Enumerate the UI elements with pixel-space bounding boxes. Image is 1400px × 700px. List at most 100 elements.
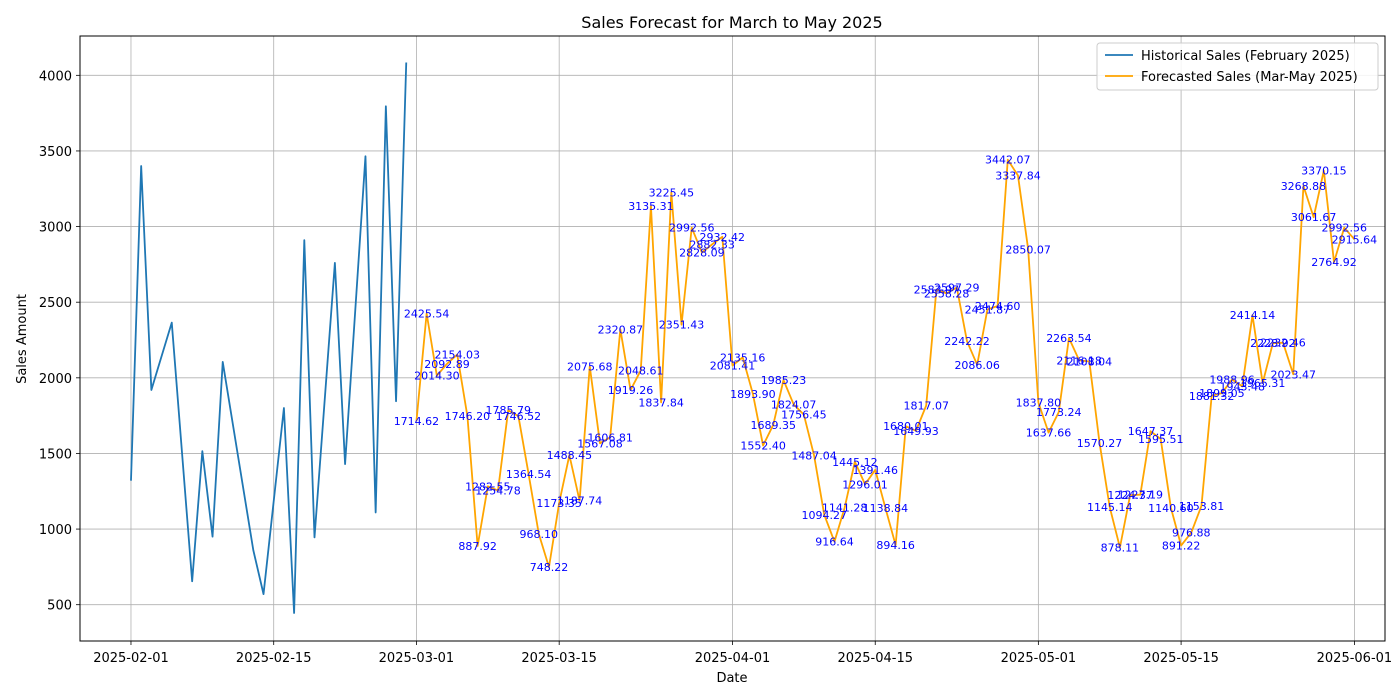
data-label: 1224.37 — [1107, 489, 1153, 502]
data-label: 1488.45 — [547, 449, 593, 462]
grid-lines — [80, 36, 1385, 641]
x-axis-label: Date — [716, 671, 747, 686]
data-point — [190, 579, 195, 584]
data-label: 2414.14 — [1230, 309, 1276, 322]
data-label: 1140.60 — [1148, 502, 1194, 515]
data-label: 3442.07 — [985, 154, 1031, 167]
data-label: 1637.66 — [1026, 427, 1072, 440]
data-label: 2263.54 — [1046, 332, 1092, 345]
series-lines — [128, 60, 1356, 616]
x-tick-label: 2025-04-01 — [695, 651, 771, 666]
data-label: 3370.15 — [1301, 165, 1347, 178]
data-label: 1881.32 — [1189, 390, 1235, 403]
data-label: 1689.35 — [751, 419, 797, 432]
data-label: 2086.06 — [954, 359, 1000, 372]
data-label: 2597.29 — [934, 281, 980, 294]
legend-label-forecast: Forecasted Sales (Mar-May 2025) — [1141, 70, 1358, 85]
data-point — [312, 535, 317, 540]
series-line-0 — [130, 62, 408, 614]
data-label: 1837.84 — [638, 396, 684, 409]
data-point — [139, 164, 144, 169]
y-tick-label: 3500 — [39, 145, 72, 160]
x-tick-label: 2025-05-01 — [1001, 651, 1077, 666]
data-label: 2023.47 — [1270, 368, 1316, 381]
data-label: 1153.81 — [1179, 500, 1225, 513]
data-label: 1227.19 — [1118, 489, 1164, 502]
data-point — [404, 60, 409, 65]
data-label: 1570.27 — [1077, 437, 1123, 450]
data-label: 2764.92 — [1311, 256, 1357, 269]
data-label: 2154.03 — [434, 349, 480, 362]
data-label: 1094.27 — [802, 509, 848, 522]
data-label: 1647.37 — [1128, 425, 1174, 438]
data-label: 1837.80 — [1016, 396, 1062, 409]
data-point — [210, 534, 215, 539]
data-label: 1282.55 — [465, 480, 511, 493]
data-label: 1746.20 — [445, 410, 491, 423]
data-label: 2850.07 — [1005, 243, 1051, 256]
y-tick-label: 1500 — [39, 447, 72, 462]
data-label: 2828.09 — [679, 247, 725, 260]
data-point — [220, 359, 225, 364]
data-point — [128, 478, 133, 483]
axis-ticks: 2025-02-01 2025-02-15 2025-03-01 2025-03-15… — [39, 69, 1392, 666]
chart-legend: Historical Sales (February 2025) Forecas… — [1096, 42, 1379, 91]
y-tick-label: 1000 — [39, 523, 72, 538]
data-label: 1187.74 — [557, 495, 603, 508]
y-tick-label: 500 — [47, 599, 72, 614]
data-label: 2558.28 — [924, 287, 970, 300]
data-label: 1817.07 — [903, 399, 949, 412]
data-label: 2932.42 — [700, 231, 746, 244]
data-label: 1988.96 — [1209, 373, 1255, 386]
data-label: 2320.87 — [598, 323, 644, 336]
data-point — [169, 320, 174, 325]
data-point — [292, 611, 297, 616]
data-label: 976.88 — [1172, 527, 1211, 540]
data-label: 2081.41 — [710, 360, 756, 373]
data-label: 1714.62 — [394, 415, 440, 428]
data-label: 1943.48 — [1220, 380, 1266, 393]
data-label: 1756.45 — [781, 409, 827, 422]
data-label: 2351.43 — [659, 319, 705, 332]
data-label: 2116.18 — [1056, 354, 1102, 367]
data-label: 894.16 — [876, 539, 915, 552]
chart-title: Sales Forecast for March to May 2025 — [581, 13, 882, 32]
data-label: 1773.24 — [1036, 406, 1082, 419]
y-axis-label: Sales Amount — [15, 294, 30, 384]
data-label: 748.22 — [530, 561, 569, 574]
data-label: 1606.81 — [587, 431, 633, 444]
data-label: 3135.31 — [628, 200, 674, 213]
data-point — [343, 462, 348, 467]
data-point — [394, 399, 399, 404]
data-label: 2228.92 — [1250, 337, 1296, 350]
data-label: 1391.46 — [852, 464, 898, 477]
data-label: 1364.54 — [506, 468, 552, 481]
data-label: 1899.05 — [1199, 387, 1245, 400]
data-label: 1141.28 — [822, 502, 868, 515]
data-label: 2451.87 — [965, 303, 1011, 316]
data-label: 1680.01 — [883, 420, 929, 433]
x-tick-label: 2025-06-01 — [1317, 651, 1393, 666]
data-label: 1487.04 — [791, 449, 837, 462]
data-label: 3061.67 — [1291, 211, 1337, 224]
data-label: 2242.22 — [944, 335, 990, 348]
y-tick-label: 4000 — [39, 69, 72, 84]
data-label: 1145.14 — [1087, 501, 1133, 514]
series-line-1 — [415, 158, 1356, 569]
data-label: 1985.23 — [761, 374, 807, 387]
data-label: 2992.56 — [1321, 222, 1367, 235]
x-tick-label: 2025-02-01 — [93, 651, 169, 666]
data-label: 1919.26 — [608, 384, 654, 397]
data-point — [383, 104, 388, 109]
data-label: 1746.52 — [496, 410, 542, 423]
data-label: 2048.61 — [618, 364, 664, 377]
data-label: 2092.89 — [424, 358, 470, 371]
data-label: 968.10 — [520, 528, 559, 541]
data-label: 1552.40 — [740, 440, 786, 453]
data-label: 887.92 — [458, 540, 497, 553]
y-tick-label: 2000 — [39, 372, 72, 387]
x-tick-label: 2025-02-15 — [236, 651, 312, 666]
data-label: 2992.56 — [669, 222, 715, 235]
data-label: 2232.46 — [1260, 337, 1306, 350]
